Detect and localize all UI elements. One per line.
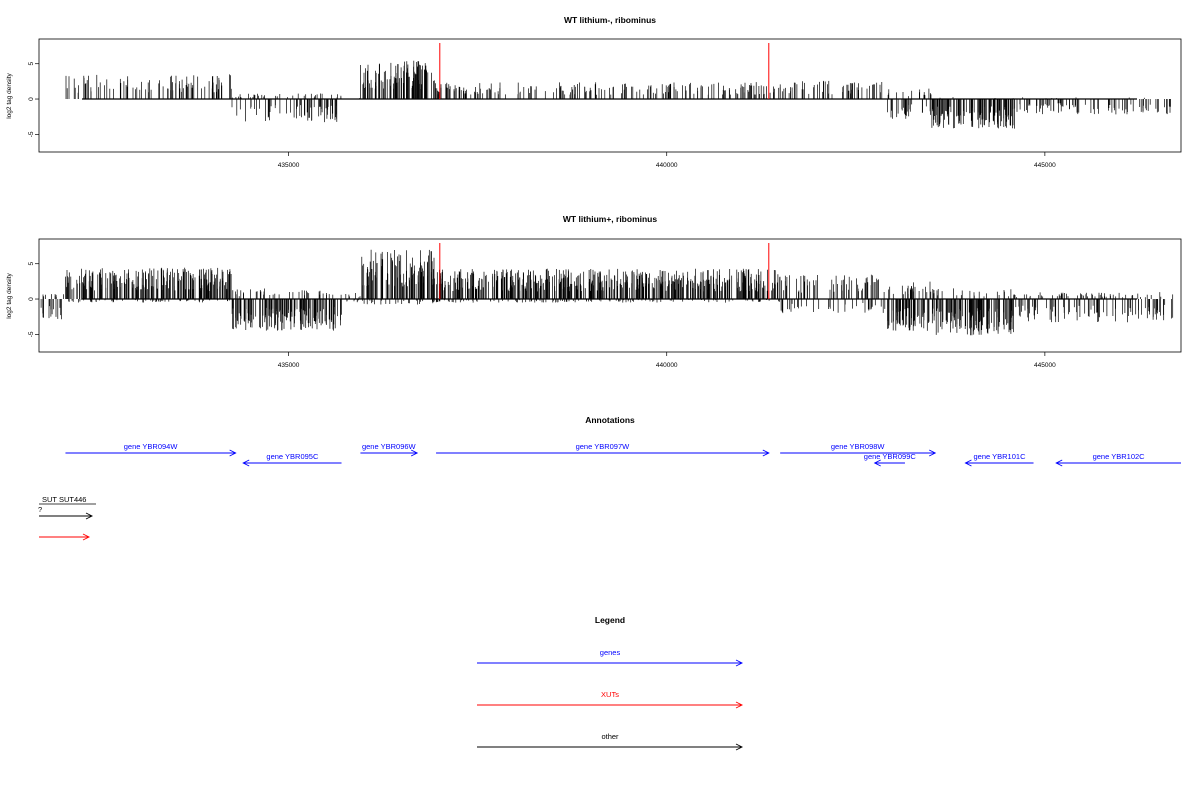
y-axis-label: log2 tag density — [6, 72, 13, 118]
y-tick-label: 5 — [28, 62, 35, 66]
y-tick-label: 5 — [28, 262, 35, 266]
legend: Legend genes XUTs other — [477, 615, 744, 751]
gene-label: gene YBR096W — [362, 442, 417, 451]
legend-entry-other: other — [477, 732, 744, 751]
gene-label: gene YBR097W — [576, 442, 631, 451]
plot-frame — [38, 38, 1182, 153]
legend-title: Legend — [595, 615, 625, 625]
gene-feature: gene YBR102C — [1055, 452, 1181, 467]
gene-label: gene YBR094W — [124, 442, 179, 451]
legend-label: other — [601, 732, 619, 741]
gene-feature: gene YBR097W — [436, 442, 770, 457]
arrow-head — [873, 459, 881, 467]
legend-entries: genes XUTs other — [477, 648, 744, 751]
panel-lithium-plus: WT lithium+, ribominus log2 tag density … — [6, 214, 1182, 369]
y-axis-label: log2 tag density — [6, 272, 13, 318]
arrow-head — [964, 459, 972, 467]
arrow-head — [229, 449, 237, 457]
axis-ticks: 5 0 -5 435000 440000 445000 — [28, 262, 1056, 369]
annotations-title: Annotations — [585, 415, 635, 425]
gene-feature: gene YBR096W — [360, 442, 419, 457]
legend-arrow-head — [735, 743, 744, 751]
x-tick-label: 435000 — [278, 362, 300, 369]
legend-label: genes — [600, 648, 621, 657]
gene-label: gene YBR099C — [864, 452, 917, 461]
gene-label: gene YBR101C — [974, 452, 1027, 461]
xut-feature — [39, 533, 91, 541]
other-arrow-head — [85, 512, 94, 520]
gene-feature: gene YBR094W — [65, 442, 237, 457]
gene-feature: gene YBR098W — [780, 442, 937, 457]
gene-feature: gene YBR095C — [242, 452, 342, 467]
x-tick-label: 445000 — [1034, 362, 1056, 369]
arrow-head — [242, 459, 250, 467]
gene-label: gene YBR095C — [266, 452, 319, 461]
other-feature-label: SUT SUT446 — [42, 495, 86, 504]
xut-arrow-head — [82, 533, 91, 541]
axis-ticks: 5 0 -5 435000 440000 445000 — [28, 62, 1056, 169]
legend-entry-genes: genes — [477, 648, 744, 667]
gene-feature: gene YBR101C — [964, 452, 1034, 467]
x-tick-label: 440000 — [656, 362, 678, 369]
legend-arrow-head — [735, 659, 744, 667]
gene-label: gene YBR102C — [1093, 452, 1146, 461]
plot-frame — [38, 238, 1182, 353]
gene-feature: gene YBR099C — [864, 452, 917, 467]
y-tick-label: 0 — [28, 97, 35, 101]
y-tick-label: -5 — [28, 331, 35, 337]
panel-title: WT lithium+, ribominus — [563, 214, 657, 224]
x-tick-label: 435000 — [278, 162, 300, 169]
arrow-head — [929, 449, 937, 457]
legend-entry-xuts: XUTs — [477, 690, 744, 709]
signal-bars — [40, 243, 1174, 336]
gene-label: gene YBR098W — [831, 442, 886, 451]
y-tick-label: 0 — [28, 297, 35, 301]
other-feature: SUT SUT446 ? — [38, 495, 96, 520]
legend-arrow-head — [735, 701, 744, 709]
panel-title: WT lithium-, ribominus — [564, 15, 656, 25]
x-tick-label: 440000 — [656, 162, 678, 169]
signal-bars — [65, 43, 1171, 129]
gene-features: gene YBR094W gene YBR095C gene YBR096W gene… — [65, 442, 1181, 467]
arrow-head — [410, 449, 419, 457]
y-tick-label: -5 — [28, 131, 35, 137]
arrow-head — [1055, 459, 1063, 467]
legend-label: XUTs — [601, 690, 619, 699]
arrow-head — [762, 449, 770, 457]
other-feature-fragment: ? — [38, 505, 42, 514]
panel-lithium-minus: WT lithium-, ribominus log2 tag density … — [6, 15, 1182, 169]
x-tick-label: 445000 — [1034, 162, 1056, 169]
